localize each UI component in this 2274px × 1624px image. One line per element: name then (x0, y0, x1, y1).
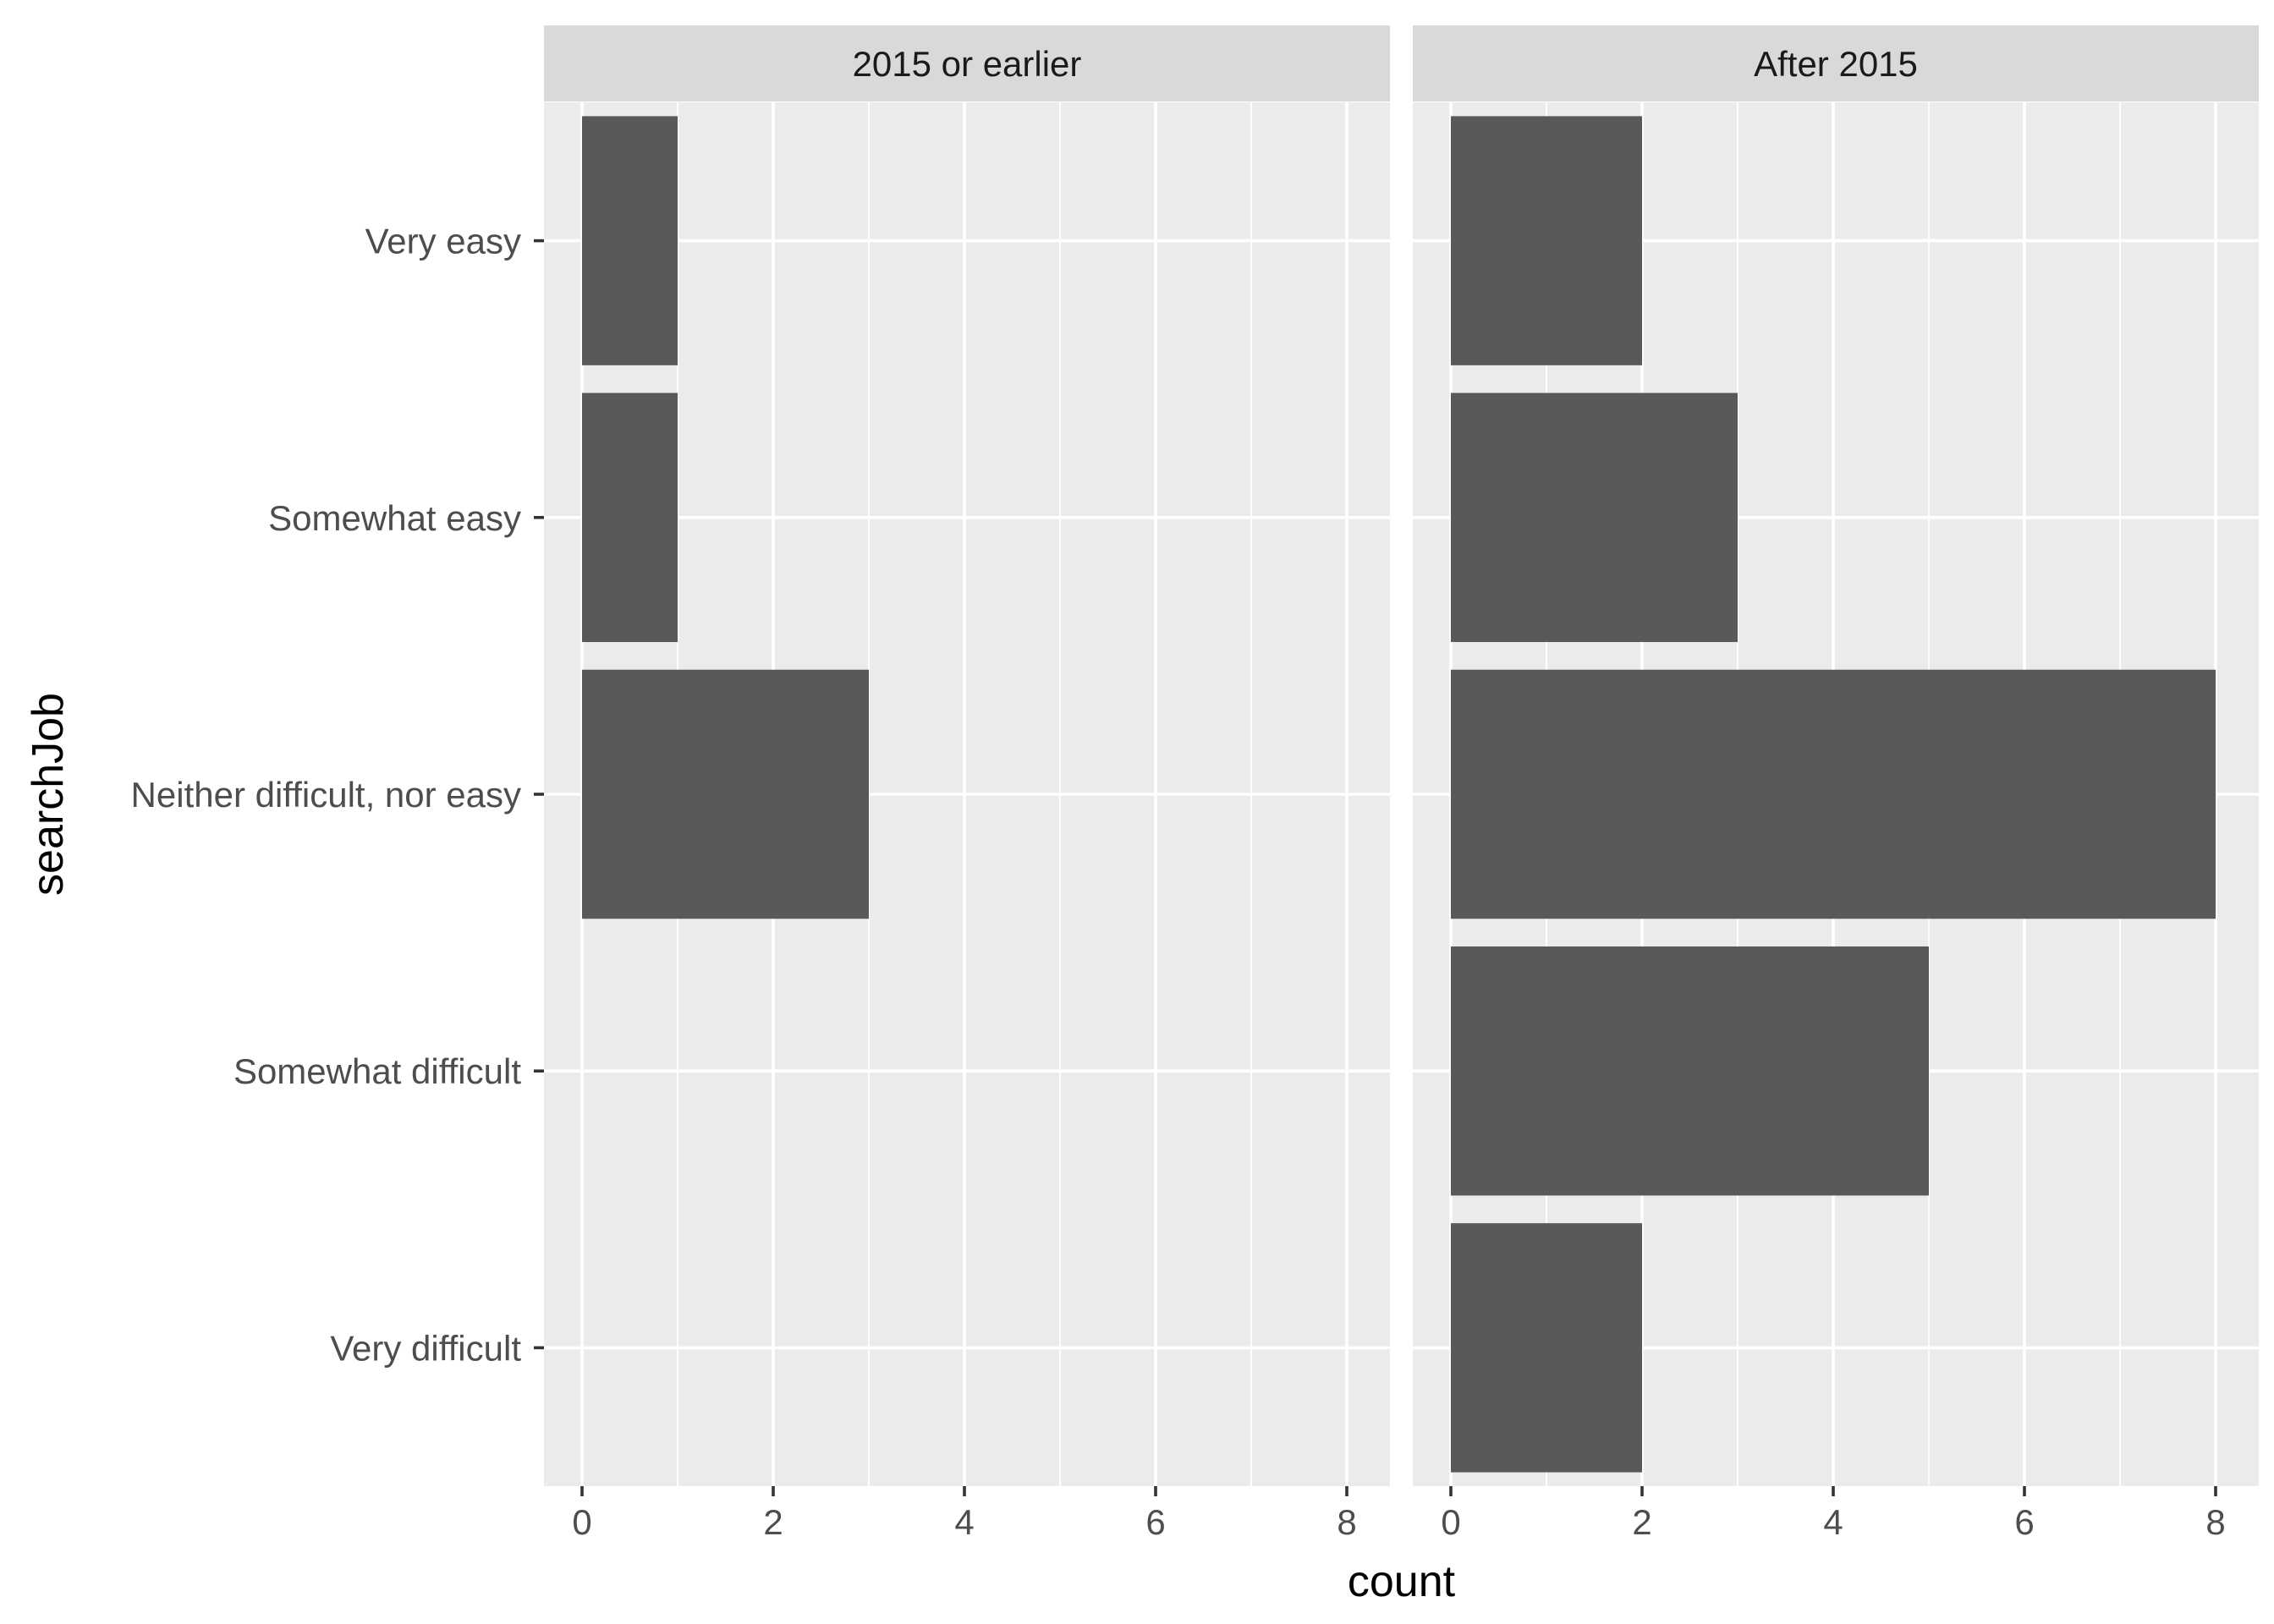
x-tick-label: 8 (2205, 1502, 2225, 1542)
facet-strip-label: 2015 or earlier (853, 44, 1082, 84)
panels-layer: 2015 or earlier 0 2 4 6 8 After 2015 0 2 4 6 8 Very … (131, 25, 2259, 1542)
bar-1-1 (1451, 392, 1738, 643)
bar-1-4 (1451, 1223, 1642, 1473)
x-tick-label: 2 (763, 1502, 783, 1542)
y-axis-title: searchJob (24, 693, 73, 896)
x-tick-label: 0 (1441, 1502, 1460, 1542)
x-tick-label: 6 (2014, 1502, 2034, 1542)
y-tick-label: Neither difficult, nor easy (131, 775, 521, 815)
bar-0-0 (582, 116, 678, 365)
x-tick-label: 4 (1823, 1502, 1843, 1542)
bar-1-0 (1451, 116, 1642, 365)
y-tick-label: Very easy (365, 222, 521, 261)
x-tick-label: 0 (572, 1502, 591, 1542)
facet-strip (544, 25, 1390, 102)
x-tick-label: 2 (1632, 1502, 1651, 1542)
bar-1-2 (1451, 669, 2216, 919)
x-tick-label: 8 (1337, 1502, 1356, 1542)
y-tick-label: Somewhat easy (268, 498, 521, 538)
bar-1-3 (1451, 946, 1929, 1196)
y-tick-label: Somewhat difficult (233, 1051, 521, 1091)
facet-strip-label: After 2015 (1754, 44, 1918, 84)
x-tick-label: 4 (954, 1502, 974, 1542)
bar-0-1 (582, 392, 678, 643)
facet-strip (1413, 25, 2259, 102)
panel-2: After 2015 0 2 4 6 8 (1413, 25, 2259, 1542)
x-axis-title: count (1348, 1557, 1456, 1606)
panel-1: 2015 or earlier 0 2 4 6 8 (544, 25, 1390, 1542)
y-tick-label: Very difficult (330, 1328, 521, 1368)
x-tick-label: 6 (1145, 1502, 1165, 1542)
bar-0-2 (582, 669, 869, 919)
